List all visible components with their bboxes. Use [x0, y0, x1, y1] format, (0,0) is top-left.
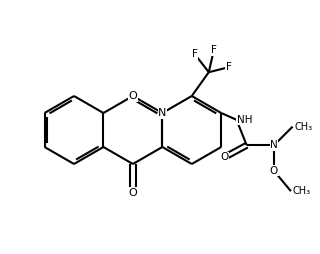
Text: N: N — [270, 140, 278, 150]
Text: CH₃: CH₃ — [295, 122, 313, 132]
Text: O: O — [129, 91, 137, 101]
Text: O: O — [270, 166, 278, 176]
Text: F: F — [226, 62, 232, 72]
Text: F: F — [192, 49, 198, 59]
Text: NH: NH — [236, 115, 252, 125]
Text: O: O — [220, 152, 229, 162]
Text: F: F — [211, 45, 217, 55]
Text: O: O — [129, 188, 137, 198]
Text: N: N — [158, 108, 166, 118]
Text: CH₃: CH₃ — [293, 186, 311, 196]
